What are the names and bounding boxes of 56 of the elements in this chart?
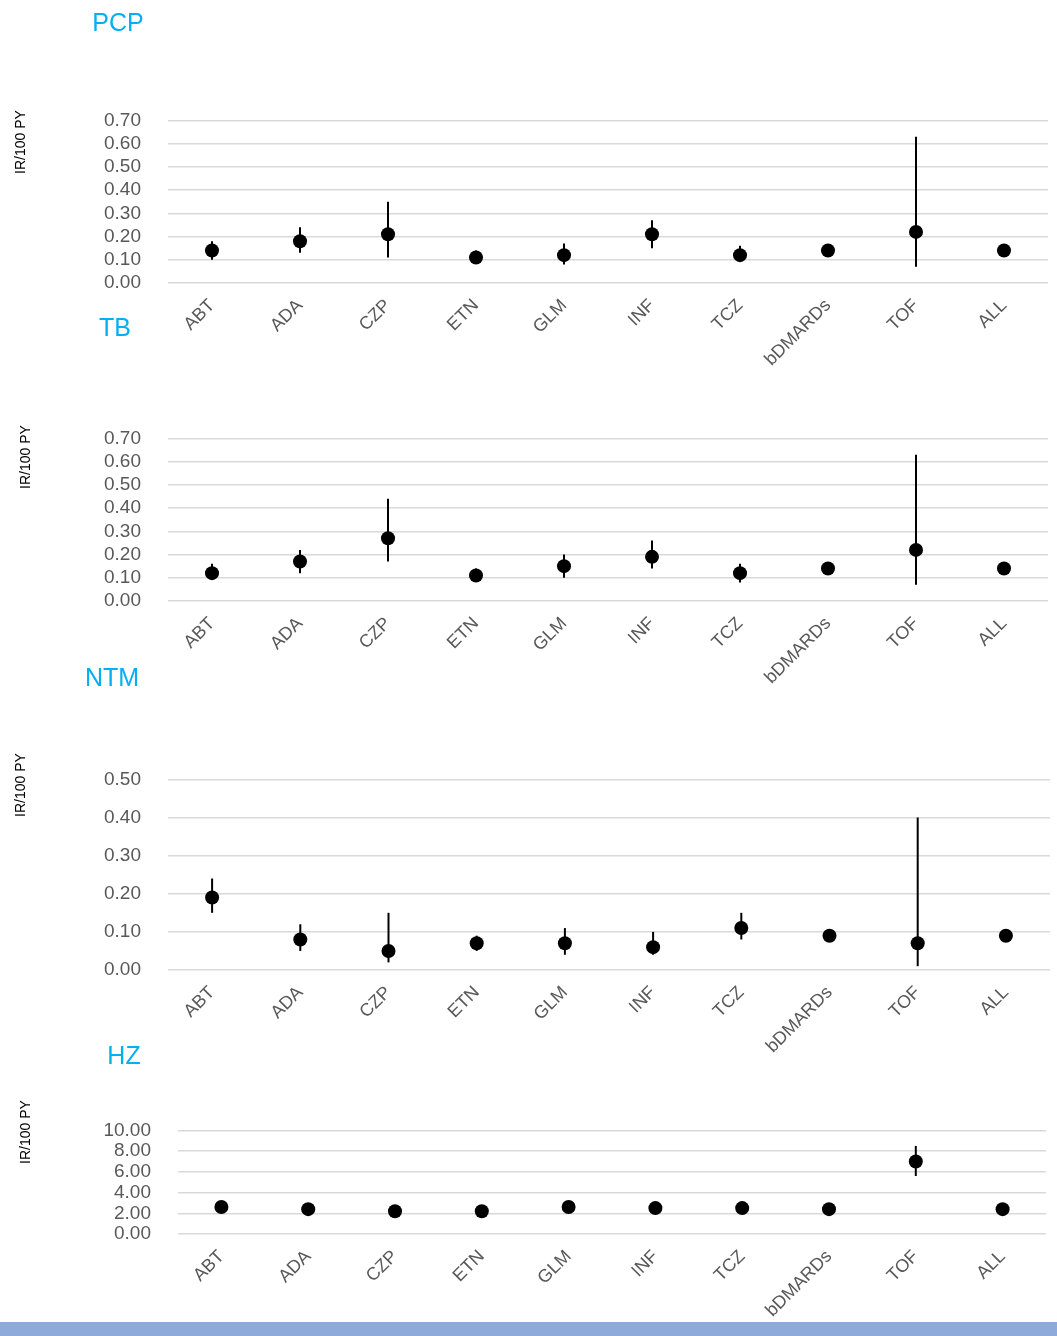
x-tick-label: CZP	[355, 981, 395, 1022]
y-tick-label: 0.30	[104, 843, 141, 865]
chart-title: HZ	[107, 1040, 141, 1069]
y-tick-label: 6.00	[114, 1160, 151, 1182]
x-tick-label: TOF	[884, 981, 925, 1022]
y-tick-label: 0.20	[104, 224, 141, 246]
y-tick-label: 0.50	[104, 473, 141, 495]
chart-title: TB	[99, 312, 131, 341]
y-axis-title: IR/100 PY	[12, 110, 28, 174]
y-tick-label: 0.00	[114, 1222, 151, 1244]
x-tick-label: INF	[623, 612, 659, 648]
y-tick-label: 0.60	[104, 449, 141, 471]
x-tick-label: CZP	[354, 612, 395, 653]
y-tick-label: 0.00	[104, 271, 141, 293]
y-tick-label: 0.30	[104, 519, 141, 541]
chart-title: PCP	[92, 7, 144, 36]
x-tick-label: TOF	[882, 294, 923, 335]
y-tick-label: 0.70	[104, 108, 141, 130]
x-tick-label: ALL	[975, 981, 1013, 1019]
y-tick-label: 0.10	[104, 248, 141, 270]
x-tick-label: INF	[624, 981, 660, 1017]
y-tick-label: 0.40	[104, 496, 141, 518]
y-tick-label: 4.00	[114, 1180, 151, 1202]
x-tick-label: TCZ	[709, 1245, 749, 1285]
y-tick-label: 10.00	[103, 1118, 151, 1140]
y-tick-label: 2.00	[114, 1201, 151, 1223]
y-tick-label: 0.70	[104, 426, 141, 448]
x-tick-label: ALL	[972, 1245, 1009, 1283]
x-tick-label: INF	[627, 1245, 662, 1281]
y-tick-label: 8.00	[114, 1139, 151, 1161]
x-tick-label: CZP	[361, 1245, 402, 1286]
x-tick-label: TCZ	[707, 294, 747, 334]
x-tick-label: TCZ	[708, 981, 748, 1021]
y-tick-label: 0.10	[104, 566, 141, 588]
y-tick-label: 0.40	[104, 178, 141, 200]
y-axis-title: IR/100 PY	[17, 1100, 33, 1164]
x-tick-label: TOF	[882, 1245, 923, 1286]
y-axis-title: IR/100 PY	[17, 425, 33, 489]
y-tick-label: 0.20	[104, 881, 141, 903]
y-tick-label: 0.50	[104, 767, 141, 789]
y-axis-title: IR/100 PY	[12, 753, 28, 817]
y-tick-label: 0.20	[104, 542, 141, 564]
y-tick-label: 0.30	[104, 201, 141, 223]
y-tick-label: 0.00	[104, 958, 141, 980]
chart-title: NTM	[84, 662, 140, 691]
y-tick-label: 0.10	[104, 920, 141, 942]
x-tick-label: CZP	[354, 294, 395, 335]
y-tick-label: 0.00	[104, 589, 141, 611]
x-tick-label: TCZ	[707, 612, 747, 652]
y-tick-label: 0.60	[104, 131, 141, 153]
x-tick-label: TOF	[882, 612, 923, 653]
x-tick-label: ALL	[973, 612, 1011, 650]
x-tick-label: ALL	[973, 294, 1011, 332]
y-tick-label: 0.40	[104, 805, 141, 827]
x-tick-label: INF	[623, 294, 659, 330]
y-tick-label: 0.50	[104, 155, 141, 177]
